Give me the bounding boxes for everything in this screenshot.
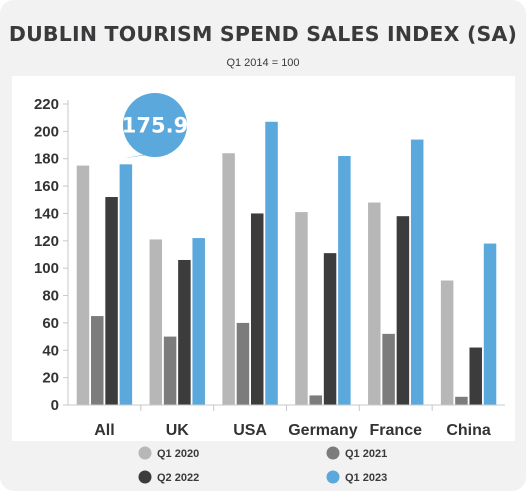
legend: Q1 2020 Q1 2021 Q2 2022 Q1 2023 (138, 446, 387, 484)
x-category-label: UK (166, 422, 190, 439)
bar-china-q2-2022 (469, 347, 482, 405)
y-tick-label: 120 (34, 233, 59, 250)
x-category-label: France (370, 422, 423, 439)
legend-label: Q1 2021 (345, 448, 387, 460)
y-tick-label: 40 (42, 342, 59, 359)
bar-france-q1-2021 (382, 333, 395, 405)
x-category-label: USA (233, 422, 267, 439)
y-tick-label: 80 (42, 288, 59, 305)
bar-all-q1-2023 (119, 164, 133, 405)
callout-label: 175.9 (122, 114, 188, 138)
x-category-label: Germany (288, 422, 357, 439)
y-tick-label: 140 (34, 205, 59, 222)
bar-usa-q1-2023 (265, 121, 278, 405)
bar-germany-q1-2020 (295, 212, 308, 405)
bar-all-q1-2020 (76, 165, 90, 405)
bar-france-q1-2023 (410, 139, 424, 405)
legend-swatch-q1-2020 (138, 446, 152, 460)
bar-germany-q2-2022 (323, 253, 337, 405)
bar-france-q2-2022 (396, 216, 410, 405)
bars-group (76, 121, 497, 405)
x-category-label: China (446, 422, 491, 439)
bar-usa-q2-2022 (250, 213, 264, 405)
chart-subtitle: Q1 2014 = 100 (226, 57, 299, 69)
y-tick-label: 160 (34, 178, 59, 195)
y-tick-label: 20 (42, 370, 59, 387)
chart-title: DUBLIN TOURISM SPEND SALES INDEX (SA) (9, 22, 517, 46)
bar-usa-q1-2020 (222, 153, 235, 405)
legend-swatch-q2-2022 (138, 470, 152, 484)
bar-usa-q1-2021 (236, 322, 250, 405)
bar-germany-q1-2023 (338, 155, 351, 405)
x-axis: All UK USA Germany France China (68, 404, 505, 439)
bar-all-q2-2022 (105, 197, 118, 405)
callout-bubble (123, 93, 187, 157)
bar-china-q1-2021 (455, 396, 468, 405)
y-tick-label: 220 (34, 96, 59, 113)
y-tick-label: 100 (34, 260, 59, 277)
bar-uk-q1-2023 (192, 238, 205, 405)
y-tick-label: 0 (51, 397, 59, 414)
bar-germany-q1-2021 (309, 395, 323, 405)
bar-uk-q2-2022 (178, 259, 191, 405)
y-tick-label: 200 (34, 123, 59, 140)
legend-swatch-q1-2021 (326, 446, 340, 460)
bar-china-q1-2020 (440, 280, 454, 405)
y-tick-label: 180 (34, 151, 59, 168)
bar-uk-q1-2021 (163, 336, 177, 405)
value-callout: 175.9 (122, 93, 188, 159)
x-category-label: All (94, 422, 114, 439)
bar-china-q1-2023 (483, 243, 497, 405)
legend-swatch-q1-2023 (326, 470, 340, 484)
bar-france-q1-2020 (368, 202, 381, 405)
bar-all-q1-2021 (91, 316, 104, 405)
y-tick-label: 60 (42, 315, 59, 332)
legend-label: Q1 2020 (157, 448, 199, 460)
y-axis: 0 20 40 60 80 100 120 140 160 180 200 220 (34, 96, 69, 414)
legend-label: Q1 2023 (345, 472, 387, 484)
bar-uk-q1-2020 (149, 239, 163, 405)
legend-label: Q2 2022 (157, 472, 199, 484)
